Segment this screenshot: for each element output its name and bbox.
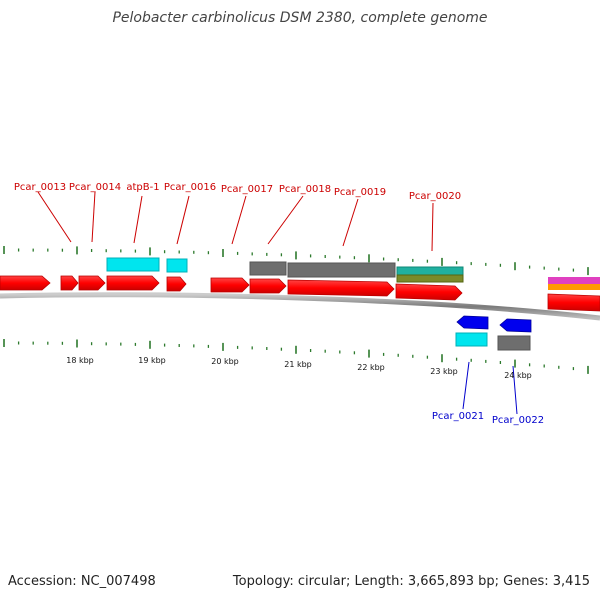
feature-block[interactable] [548, 277, 600, 284]
feature-block[interactable] [548, 284, 600, 290]
inner-tick-ring [3, 339, 589, 374]
label-leader-line [133, 195, 143, 244]
genome-backbone [0, 292, 600, 321]
gene-label[interactable]: Pcar_0013 [14, 182, 66, 193]
scale-label: 23 kbp [430, 367, 458, 376]
label-leader-line [267, 195, 304, 245]
scale-label: 20 kbp [211, 357, 239, 366]
scale-label: 21 kbp [284, 360, 312, 369]
label-leader-line [91, 191, 96, 243]
feature-block[interactable] [287, 262, 396, 278]
feature-block[interactable] [166, 258, 188, 273]
label-leader-line [176, 195, 190, 245]
scale-label: 18 kbp [66, 356, 94, 365]
gene-label[interactable]: Pcar_0019 [334, 187, 386, 198]
label-leader-line [342, 198, 359, 247]
gene-arrow-reverse[interactable] [456, 315, 489, 330]
gene-label[interactable]: Pcar_0022 [492, 415, 544, 426]
label-leader-line [512, 365, 518, 415]
gene-label[interactable]: Pcar_0018 [279, 184, 331, 195]
gene-arrow-forward[interactable] [78, 275, 106, 291]
gene-label[interactable]: Pcar_0021 [432, 411, 484, 422]
gene-arrow-forward[interactable] [60, 275, 79, 291]
gene-label-group: Pcar_0021 Pcar_0022 [432, 361, 544, 426]
outer-tick-ring [3, 246, 589, 276]
scale-label: 24 kbp [504, 371, 532, 380]
gene-arrow-forward[interactable] [287, 279, 395, 297]
gene-arrow-forward[interactable] [210, 277, 250, 293]
gene-arrow-forward[interactable] [106, 275, 160, 291]
label-leader-line [231, 195, 247, 245]
feature-block[interactable] [396, 266, 464, 276]
gene-label[interactable]: Pcar_0016 [164, 182, 216, 193]
gene-label[interactable]: atpB-1 [126, 182, 159, 193]
feature-block[interactable] [455, 332, 488, 347]
scale-label: 22 kbp [357, 363, 385, 372]
feature-block[interactable] [548, 290, 600, 293]
gene-label[interactable]: Pcar_0014 [69, 182, 121, 193]
scale-labels: 18 kbp 19 kbp 20 kbp 21 kbp 22 kbp 23 kb… [66, 356, 532, 380]
genome-summary: Topology: circular; Length: 3,665,893 bp… [232, 574, 590, 589]
gene-arrow-forward[interactable] [547, 293, 600, 312]
feature-block[interactable] [106, 257, 160, 272]
gene-arrow-forward[interactable] [249, 278, 287, 294]
gene-arrow-forward[interactable] [0, 275, 51, 291]
gene-label[interactable]: Pcar_0020 [409, 191, 461, 202]
accession-text: Accession: NC_007498 [8, 574, 156, 589]
label-leader-line [431, 202, 434, 252]
gene-arrow-forward[interactable] [166, 276, 187, 292]
feature-block[interactable] [396, 274, 464, 283]
feature-block[interactable] [497, 335, 531, 351]
gene-label[interactable]: Pcar_0017 [221, 184, 273, 195]
label-leader-line [37, 191, 72, 243]
gene-arrow-forward[interactable] [395, 283, 463, 301]
feature-block[interactable] [249, 261, 287, 276]
map-title: Pelobacter carbinolicus DSM 2380, comple… [112, 10, 488, 26]
gene-arrow-reverse[interactable] [499, 318, 532, 333]
label-leader-line [462, 361, 470, 410]
gene-label-group: Pcar_0013 Pcar_0014 atpB-1 Pcar_0016 Pca… [14, 182, 461, 252]
scale-label: 19 kbp [138, 356, 166, 365]
